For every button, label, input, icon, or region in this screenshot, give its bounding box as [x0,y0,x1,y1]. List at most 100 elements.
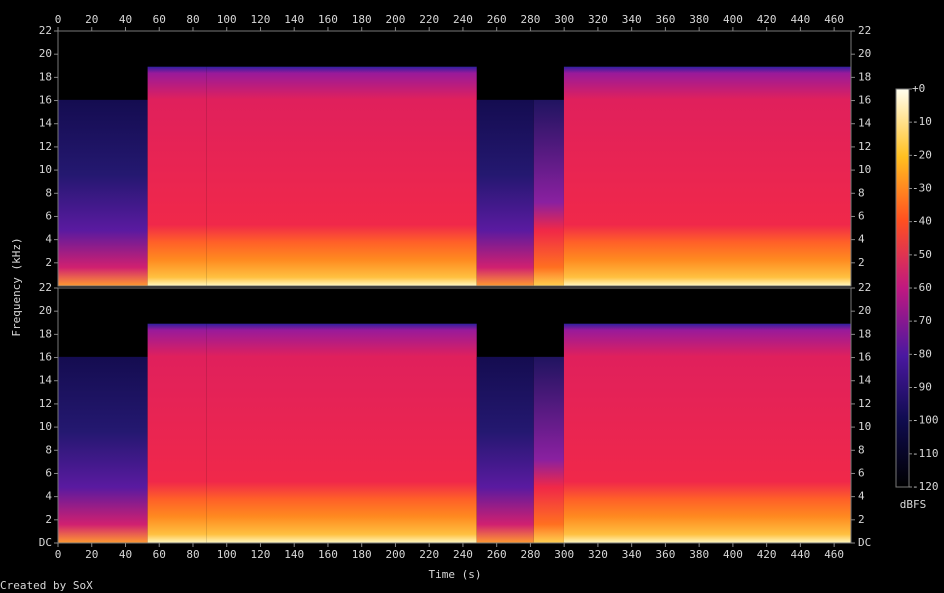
x-tick-label: 400 [723,548,743,561]
spectrogram-region [147,323,207,543]
y-tick-label: 10 [858,163,871,176]
y-tick-label: 16 [858,94,871,107]
x-tick-label: 100 [217,548,237,561]
y-tick-label: 12 [858,140,871,153]
x-tick-label: 60 [153,13,166,26]
x-tick-label: 460 [824,548,844,561]
spectrogram-region [533,99,564,286]
x-tick-label: 180 [352,548,372,561]
colorbar-tick-label: -20 [912,148,932,161]
x-tick-label: 320 [588,548,608,561]
y-tick-label: 20 [858,304,871,317]
colorbar-tick-label: -70 [912,314,932,327]
x-tick-label: 0 [55,13,62,26]
plot-frame [57,287,852,544]
x-tick-label: 360 [655,548,675,561]
x-tick-label: 200 [386,13,406,26]
y-tick-label: 20 [858,47,871,60]
y-tick-label: 14 [858,374,872,387]
colorbar-tick-label: +0 [912,82,925,95]
y-tick-label: 10 [39,163,52,176]
y-tick-label: 6 [858,209,865,222]
y-tick-label: 12 [39,140,52,153]
x-tick-label: 240 [453,548,473,561]
y-tick-label: 6 [858,466,865,479]
plot-frame [57,30,852,287]
x-tick-label: 300 [554,548,574,561]
x-tick-label: 20 [85,548,98,561]
y-tick-label: 4 [45,490,52,503]
colorbar-tick-label: -60 [912,281,932,294]
x-tick-label: 140 [284,548,304,561]
x-axis-label: Time (s) [429,568,482,581]
colorbar-label: dBFS [900,498,927,511]
x-tick-label: 100 [217,13,237,26]
y-tick-label: DC [858,536,871,549]
y-tick-label: 12 [39,397,52,410]
y-tick-label: 10 [39,420,52,433]
y-tick-label: 20 [39,304,52,317]
x-tick-label: 40 [119,13,132,26]
y-tick-label: 6 [45,466,52,479]
y-tick-label: 22 [39,24,52,37]
y-tick-label: 20 [39,47,52,60]
y-tick-label: 18 [39,327,52,340]
y-tick-label: 18 [858,70,871,83]
spectrogram-region [206,66,477,286]
x-tick-label: 80 [186,548,199,561]
x-tick-label: 0 [55,548,62,561]
y-tick-label: 22 [858,281,871,294]
x-tick-label: 40 [119,548,132,561]
x-tick-label: 400 [723,13,743,26]
y-tick-label: 22 [858,24,871,37]
y-tick-label: 4 [858,490,865,503]
x-tick-label: 300 [554,13,574,26]
spectrogram-region [147,66,207,286]
x-tick-label: 420 [757,548,777,561]
y-tick-label: 22 [39,281,52,294]
y-tick-label: DC [39,536,52,549]
colorbar-tick-label: -110 [912,447,939,460]
y-tick-label: 12 [858,397,871,410]
y-tick-label: 18 [39,70,52,83]
y-tick-label: 16 [39,351,52,364]
y-tick-label: 2 [45,256,52,269]
y-tick-label: 10 [858,420,871,433]
credit: Created by SoX [0,579,93,592]
x-tick-label: 440 [790,13,810,26]
x-tick-label: 140 [284,13,304,26]
x-tick-label: 440 [790,548,810,561]
x-tick-label: 460 [824,13,844,26]
x-tick-label: 320 [588,13,608,26]
x-tick-label: 340 [622,13,642,26]
x-tick-label: 20 [85,13,98,26]
spectrogram-region [563,323,851,543]
y-tick-label: 2 [858,513,865,526]
colorbar-tick-label: -90 [912,381,932,394]
x-tick-label: 160 [318,548,338,561]
y-tick-label: 8 [858,186,865,199]
colorbar-tick-label: -80 [912,347,932,360]
y-tick-label: 6 [45,209,52,222]
y-tick-label: 14 [39,374,53,387]
y-tick-label: 8 [45,443,52,456]
x-tick-label: 200 [386,548,406,561]
x-tick-label: 280 [520,548,540,561]
spectrogram-region [476,356,534,543]
x-tick-label: 260 [487,548,507,561]
x-tick-label: 420 [757,13,777,26]
x-tick-label: 340 [622,548,642,561]
x-tick-label: 260 [487,13,507,26]
y-tick-label: 18 [858,327,871,340]
y-tick-label: 4 [858,233,865,246]
spectrogram-region [58,356,148,543]
y-tick-label: 2 [45,513,52,526]
x-tick-label: 160 [318,13,338,26]
colorbar-tick-label: -100 [912,414,939,427]
x-tick-label: 120 [251,548,271,561]
x-tick-label: 60 [153,548,166,561]
colorbar [895,88,910,488]
spectrogram-region [563,66,851,286]
x-tick-label: 120 [251,13,271,26]
